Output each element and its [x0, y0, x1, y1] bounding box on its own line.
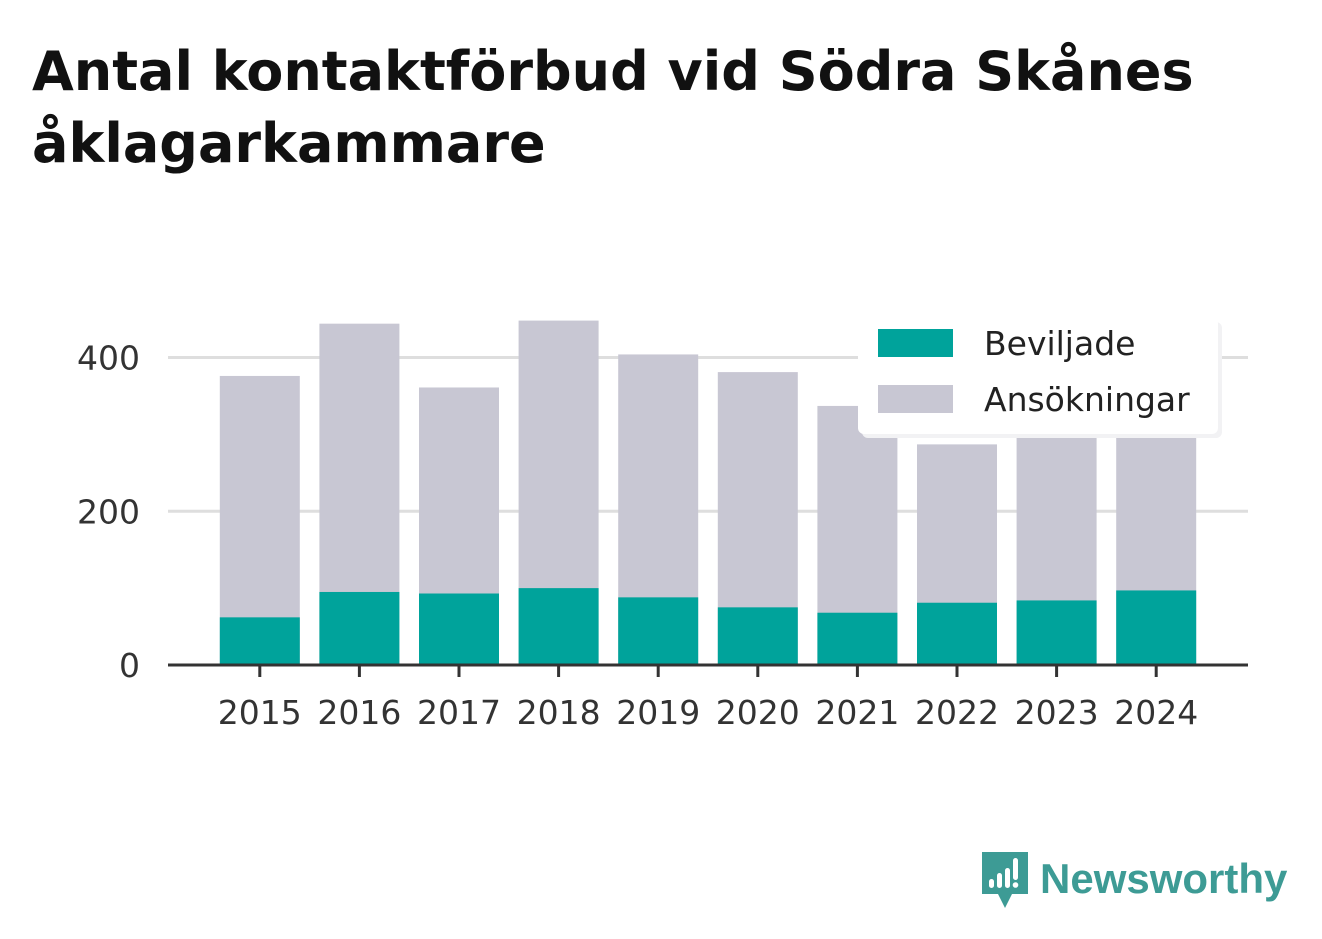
bar-beviljade	[518, 588, 599, 665]
newsworthy-logo-icon	[982, 852, 1028, 908]
x-tick-label: 2022	[915, 693, 999, 732]
brand-logo: Newsworthy	[980, 848, 1287, 910]
x-tick-label: 2019	[616, 693, 700, 732]
bar-beviljade	[1016, 600, 1097, 665]
x-tick-label: 2018	[517, 693, 601, 732]
brand-name: Newsworthy	[1040, 855, 1288, 902]
legend-label: Beviljade	[984, 324, 1135, 363]
legend-swatch	[878, 329, 953, 357]
bar-beviljade	[1116, 590, 1197, 665]
x-tick-label: 2017	[417, 693, 501, 732]
chart-title: Antal kontaktförbud vid Södra Skånes åkl…	[32, 40, 1194, 175]
bar-beviljade	[219, 617, 300, 665]
bar-beviljade	[817, 612, 898, 665]
y-tick-label: 400	[77, 339, 140, 378]
legend: Beviljade Ansökningar	[858, 318, 1222, 438]
bar-beviljade	[618, 597, 699, 665]
x-tick-label: 2024	[1114, 693, 1198, 732]
legend-swatch	[878, 385, 953, 413]
bar-ans-kningar	[219, 375, 300, 665]
y-tick-label: 200	[77, 492, 140, 531]
bars	[219, 320, 1197, 665]
bar-beviljade	[917, 602, 997, 665]
x-axis: 2015 2016 2017 2018 2019 2020 2021 2022 2023 2024	[168, 663, 1248, 732]
bar-beviljade	[319, 591, 400, 665]
x-tick-label: 2015	[218, 693, 302, 732]
legend-label: Ansökningar	[984, 380, 1190, 419]
y-tick-label: 0	[119, 646, 140, 685]
x-tick-label: 2016	[317, 693, 401, 732]
x-tick-label: 2020	[716, 693, 800, 732]
bar-beviljade	[717, 607, 798, 665]
x-tick-label: 2021	[815, 693, 899, 732]
x-tick-label: 2023	[1015, 693, 1099, 732]
bar-beviljade	[419, 593, 499, 665]
